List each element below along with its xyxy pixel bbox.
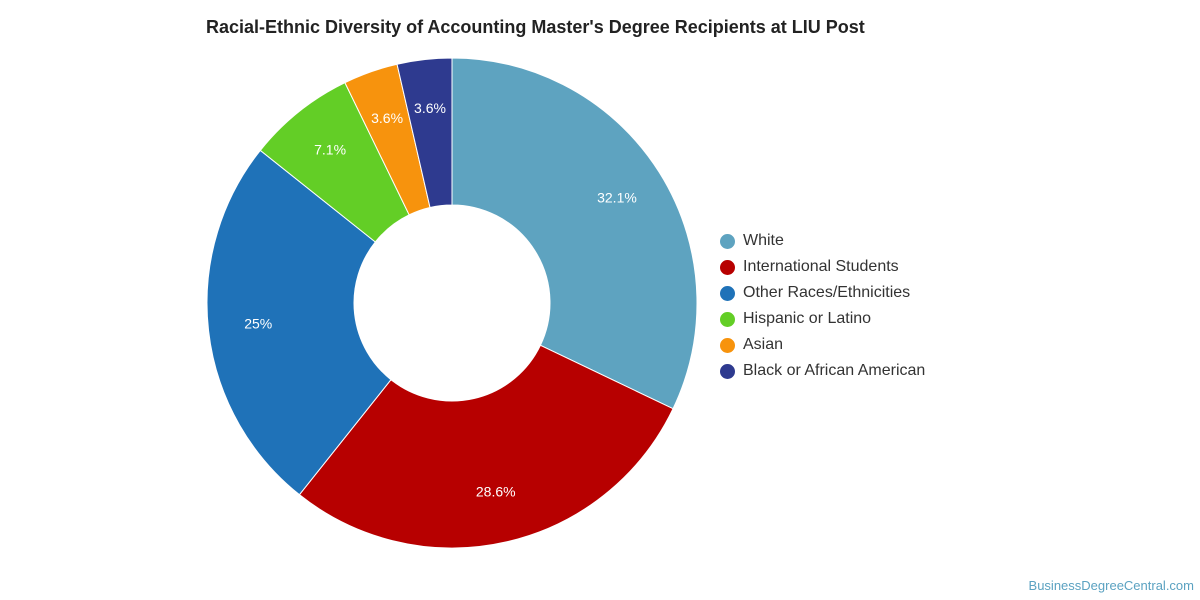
legend-label: White — [743, 232, 784, 249]
donut-slice-labels: 32.1% 28.6% 25% 7.1% 3.6% 3.6% — [244, 100, 637, 500]
slice-label-other-races-ethnicities: 25% — [244, 316, 272, 332]
legend-swatch-icon — [720, 311, 735, 327]
legend-label: Asian — [743, 336, 784, 353]
legend-item-asian[interactable]: Asian — [720, 332, 925, 358]
slice-black-or-african-american[interactable] — [396, 57, 453, 209]
slice-international-students[interactable] — [298, 344, 674, 549]
legend-swatch-icon — [720, 285, 735, 301]
legend-item-white[interactable]: White — [720, 228, 925, 254]
legend-swatch-icon — [720, 337, 735, 353]
legend-label: Black or African American — [743, 362, 926, 379]
legend-item-hispanic-or-latino[interactable]: Hispanic or Latino — [720, 306, 925, 332]
legend-swatch-icon — [720, 259, 735, 275]
legend-label: International Students — [743, 258, 899, 275]
slice-label-asian: 3.6% — [371, 110, 403, 126]
legend-label: Hispanic or Latino — [743, 310, 872, 327]
legend-swatch-icon — [720, 233, 735, 249]
slice-label-white: 32.1% — [597, 190, 637, 206]
legend-item-black-or-african-american[interactable]: Black or African American — [720, 358, 925, 384]
legend-item-international-students[interactable]: International Students — [720, 254, 925, 280]
donut-slices — [206, 57, 698, 549]
legend-item-other-races-ethnicities[interactable]: Other Races/Ethnicities — [720, 280, 925, 306]
source-credit[interactable]: BusinessDegreeCentral.com — [1028, 578, 1194, 593]
slice-other-races-ethnicities[interactable] — [206, 149, 392, 496]
legend-label: Other Races/Ethnicities — [743, 284, 911, 301]
slice-label-international-students: 28.6% — [476, 484, 516, 500]
chart-title: Racial-Ethnic Diversity of Accounting Ma… — [206, 17, 865, 37]
slice-label-hispanic-or-latino: 7.1% — [314, 142, 346, 158]
chart-legend: White International Students Other Races/E… — [720, 228, 925, 384]
slice-label-black-or-african-american: 3.6% — [414, 100, 446, 116]
slice-white[interactable] — [451, 57, 698, 410]
legend-swatch-icon — [720, 363, 735, 379]
